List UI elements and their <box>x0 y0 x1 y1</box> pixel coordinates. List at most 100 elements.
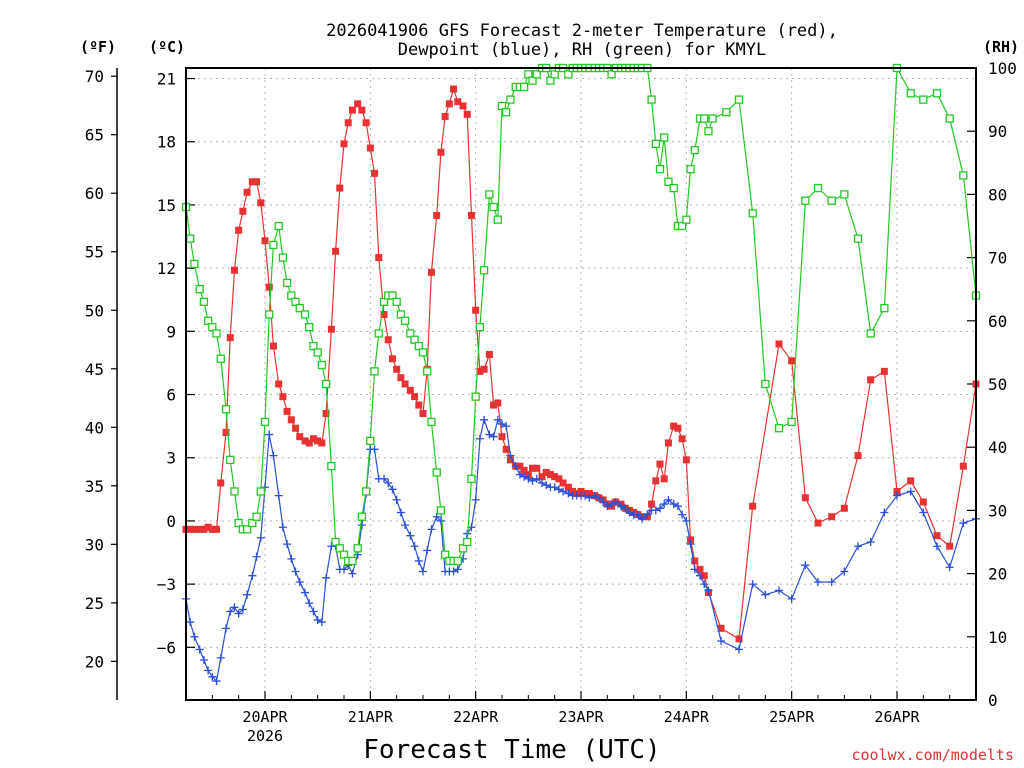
dewpoint-point <box>432 512 441 521</box>
temperature-point <box>384 336 392 344</box>
rh-point <box>427 417 436 427</box>
rh-point <box>647 95 656 104</box>
rh-point <box>410 335 419 344</box>
dewpoint-point <box>735 645 743 654</box>
temperature-point <box>287 416 295 424</box>
series-line <box>185 417 977 683</box>
temperature-point <box>656 460 664 468</box>
fahrenheit-tick-label: 30 <box>85 535 104 554</box>
dewpoint-point <box>673 502 682 511</box>
dewpoint-point <box>515 470 524 479</box>
rh-point <box>655 164 665 174</box>
rh-unit-label: (RH) <box>983 38 1019 56</box>
rh-point <box>734 95 744 104</box>
temperature-point <box>314 437 322 445</box>
dewpoint-point <box>827 578 836 587</box>
fahrenheit-tick-label: 65 <box>85 126 104 145</box>
rh-point <box>321 379 331 389</box>
rh-point <box>524 70 533 79</box>
fahrenheit-tick-label: 35 <box>85 477 104 496</box>
rh-point <box>700 114 709 123</box>
temperature-point <box>880 367 888 375</box>
temperature-point <box>366 144 374 152</box>
temperature-point <box>196 525 204 533</box>
temperature-point <box>296 433 304 441</box>
rh-point <box>357 512 367 521</box>
x-tick-label: 26APR <box>874 708 920 726</box>
dewpoint-point <box>748 580 757 589</box>
temperature-point <box>691 557 699 565</box>
temperature-point <box>230 266 238 274</box>
celsius-tick-label: 3 <box>166 449 176 468</box>
dewpoint-point <box>945 563 954 572</box>
temperature-point <box>551 473 559 481</box>
chart-title-line2: Dewpoint (blue), RH (green) for KMYL <box>398 40 766 60</box>
rh-point <box>353 544 362 553</box>
temperature-point <box>253 178 261 186</box>
temperature-point <box>569 487 577 495</box>
rh-point <box>748 209 757 218</box>
fahrenheit-tick-label: 40 <box>85 418 104 437</box>
temperature-point <box>248 178 256 186</box>
dewpoint-point <box>880 508 889 517</box>
dewpoint-point <box>603 502 612 511</box>
dewpoint-point <box>906 487 915 496</box>
rh-point <box>550 70 559 79</box>
temperature-point <box>749 502 757 510</box>
dewpoint-point <box>348 569 357 578</box>
rh-point <box>607 70 616 79</box>
temperature-point <box>893 487 901 495</box>
rh-tick-label: 40 <box>988 438 1007 457</box>
dewpoint-point <box>301 588 310 597</box>
temperature-point <box>502 445 510 453</box>
rh-point <box>919 95 928 104</box>
temperature-point <box>700 572 708 580</box>
rh-point <box>686 164 695 174</box>
rh-tick-label: 0 <box>988 691 998 710</box>
x-tick-label: 24APR <box>664 708 710 726</box>
temperature-point <box>388 355 396 363</box>
temperature-point <box>186 525 194 533</box>
dewpoint-point <box>761 590 770 599</box>
rh-point <box>256 487 265 496</box>
rh-point <box>300 310 310 319</box>
rh-tick-label: 90 <box>988 122 1007 141</box>
series-2 <box>181 63 981 566</box>
temperature-point <box>463 110 471 118</box>
rh-point <box>216 354 225 363</box>
dewpoint-point <box>357 521 366 530</box>
dewpoint-point <box>309 607 318 616</box>
temperature-point <box>450 85 458 93</box>
rh-point <box>260 417 270 427</box>
temperature-point <box>533 464 541 472</box>
dewpoint-point <box>854 542 863 551</box>
dewpoint-point <box>933 542 942 551</box>
temperature-point <box>332 247 340 255</box>
rh-tick-label: 70 <box>988 249 1007 268</box>
dewpoint-point <box>475 434 484 443</box>
rh-point <box>485 190 494 199</box>
dewpoint-point <box>243 590 252 599</box>
temperature-point <box>959 462 967 470</box>
rh-point <box>827 196 836 205</box>
temperature-point <box>542 468 550 476</box>
rh-point <box>248 518 257 528</box>
rh-point <box>467 474 476 483</box>
dewpoint-point <box>682 516 691 525</box>
data-series <box>181 63 981 686</box>
dewpoint-point <box>384 479 393 488</box>
rh-point <box>186 234 195 243</box>
rh-point <box>801 196 810 205</box>
temperature-point <box>472 306 480 314</box>
celsius-tick-label: 21 <box>157 70 176 89</box>
temperature-point <box>190 525 198 533</box>
temperature-point <box>467 211 475 219</box>
dewpoint-point <box>287 554 296 563</box>
dewpoint-point <box>234 609 243 618</box>
dewpoint-point <box>704 586 713 595</box>
dewpoint-point <box>436 516 445 525</box>
temperature-point <box>222 428 230 436</box>
dewpoint-point <box>423 546 432 555</box>
rh-point <box>348 556 357 566</box>
